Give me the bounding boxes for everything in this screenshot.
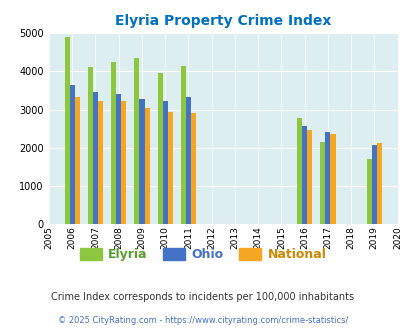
Bar <box>190 113 196 224</box>
Bar <box>64 37 70 224</box>
Bar <box>98 101 103 224</box>
Bar <box>180 66 185 224</box>
Bar <box>111 62 116 224</box>
Bar <box>320 143 324 224</box>
Bar <box>296 118 301 224</box>
Bar <box>87 67 93 224</box>
Legend: Elyria, Ohio, National: Elyria, Ohio, National <box>75 243 330 266</box>
Bar <box>301 126 307 224</box>
Bar <box>366 159 371 224</box>
Bar <box>93 92 98 224</box>
Bar <box>139 99 144 224</box>
Bar <box>162 101 167 224</box>
Bar <box>376 143 381 224</box>
Bar <box>185 97 190 224</box>
Bar <box>330 134 335 224</box>
Bar <box>121 101 126 224</box>
Text: © 2025 CityRating.com - https://www.cityrating.com/crime-statistics/: © 2025 CityRating.com - https://www.city… <box>58 315 347 325</box>
Text: Crime Index corresponds to incidents per 100,000 inhabitants: Crime Index corresponds to incidents per… <box>51 292 354 302</box>
Bar <box>144 108 149 224</box>
Bar <box>157 73 162 224</box>
Bar <box>324 132 330 224</box>
Title: Elyria Property Crime Index: Elyria Property Crime Index <box>115 14 330 28</box>
Bar <box>167 112 173 224</box>
Bar <box>116 94 121 224</box>
Bar <box>134 58 139 224</box>
Bar <box>371 145 376 224</box>
Bar <box>75 97 80 224</box>
Bar <box>307 130 311 224</box>
Bar <box>70 85 75 224</box>
